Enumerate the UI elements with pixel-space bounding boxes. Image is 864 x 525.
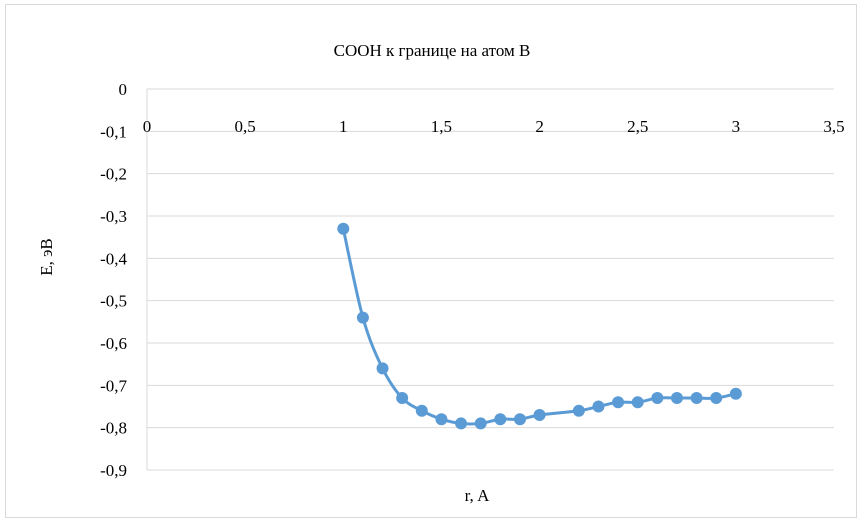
data-point — [337, 222, 350, 235]
x-tick-label: 3,5 — [823, 117, 844, 136]
y-tick-label: -0,2 — [100, 165, 127, 184]
data-point — [729, 387, 742, 400]
y-tick-label: -0,9 — [100, 461, 127, 480]
data-point — [435, 413, 448, 426]
data-point — [592, 400, 605, 413]
grid-lines — [146, 88, 834, 471]
data-point — [651, 392, 664, 405]
data-point — [415, 404, 428, 417]
data-point — [474, 417, 487, 430]
data-point — [455, 417, 468, 430]
data-point — [513, 413, 526, 426]
chart-title: СООН к границе на атом В — [334, 41, 531, 60]
x-axis-label: r, A — [465, 486, 491, 505]
data-point — [690, 392, 703, 405]
data-point — [572, 404, 585, 417]
y-tick-label: -0,1 — [100, 122, 127, 141]
y-axis-label: E, эВ — [37, 238, 56, 276]
y-tick-label: -0,4 — [100, 249, 127, 268]
y-tick-label: -0,5 — [100, 292, 127, 311]
y-axis-tick-labels: 0 -0,1 -0,2 -0,3 -0,4 -0,5 -0,6 -0,7 -0,8 -0,9 — [100, 80, 127, 480]
x-tick-label: 0,5 — [235, 117, 256, 136]
data-point — [494, 413, 507, 426]
y-tick-label: -0,3 — [100, 207, 127, 226]
data-point — [631, 396, 644, 409]
x-tick-label: 1 — [339, 117, 348, 136]
data-point — [710, 392, 723, 405]
y-tick-label: -0,7 — [100, 376, 127, 395]
data-point — [612, 396, 625, 409]
y-tick-label: -0,8 — [100, 419, 127, 438]
x-tick-label: 0 — [143, 117, 152, 136]
x-tick-label: 1,5 — [431, 117, 452, 136]
x-tick-label: 3 — [732, 117, 741, 136]
data-point — [670, 392, 683, 405]
x-tick-label: 2 — [535, 117, 544, 136]
data-point — [533, 408, 546, 421]
y-tick-label: -0,6 — [100, 334, 127, 353]
data-point — [356, 311, 369, 324]
data-point — [396, 392, 409, 405]
data-point — [376, 362, 389, 375]
y-tick-label: 0 — [119, 80, 128, 99]
data-points — [337, 222, 742, 430]
x-tick-label: 2,5 — [627, 117, 648, 136]
x-axis-tick-labels: 0 0,5 1 1,5 2 2,5 3 3,5 — [143, 117, 845, 136]
